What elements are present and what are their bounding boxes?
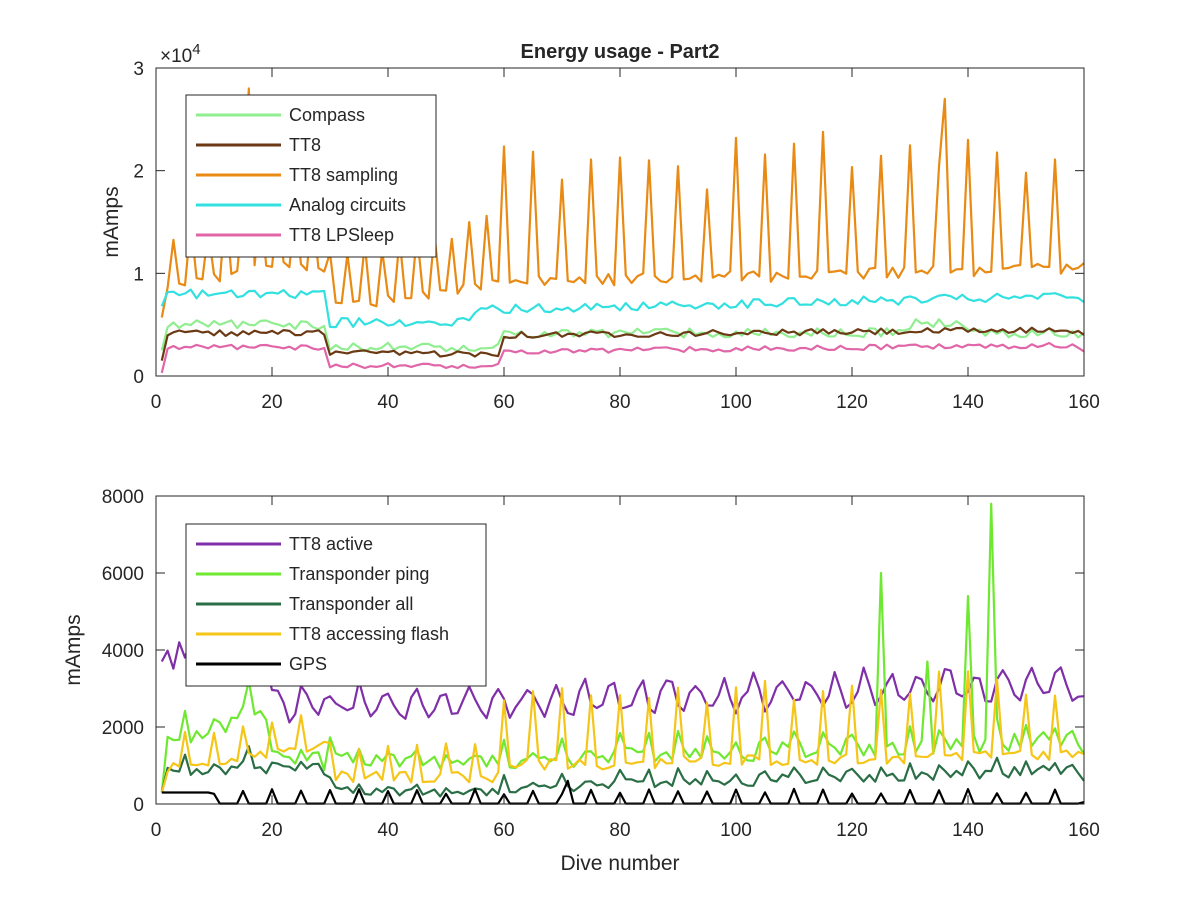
- x-tick-label: 60: [493, 820, 514, 841]
- legend-label-tt8: TT8: [289, 135, 321, 155]
- y-axis-label: mAmps: [62, 614, 85, 685]
- legend-label-analog-circuits: Analog circuits: [289, 195, 406, 215]
- legend-label-transponder-ping: Transponder ping: [289, 564, 429, 584]
- bottom-panel: 0 20 40 60 80 100 120 140 160 0 2000 4000 6000 8000 mA…: [62, 487, 1100, 875]
- top-panel: 0 20 40 60 80 100 120 140 1600123×104mAmpsCompas…: [100, 41, 1100, 413]
- y-tick-label: 2000: [102, 718, 144, 739]
- x-tick-label: 0: [151, 820, 162, 841]
- y-tick-label: 2: [133, 162, 144, 183]
- y-tick-label: 6000: [102, 564, 144, 585]
- x-axis-label: Dive number: [560, 852, 679, 875]
- series-line-tt8-accessing-flash: [160, 670, 1085, 793]
- x-tick-label: 80: [609, 392, 630, 413]
- x-tick-label: 160: [1068, 392, 1100, 413]
- legend-label-tt8-lpsleep: TT8 LPSleep: [289, 225, 394, 245]
- x-tick-label: 40: [377, 392, 398, 413]
- x-tick-label: 120: [836, 820, 868, 841]
- y-tick-label: 0: [133, 795, 144, 816]
- legend-label-tt8-accessing-flash: TT8 accessing flash: [289, 624, 449, 644]
- x-tick-label: 20: [261, 392, 282, 413]
- x-tick-label: 40: [377, 820, 398, 841]
- x-tick-label: 140: [952, 820, 984, 841]
- legend-label-transponder-all: Transponder all: [289, 594, 413, 614]
- legend: Compass TT8 TT8 sampling Analog circuits TT8…: [185, 94, 437, 258]
- legend-label-compass: Compass: [289, 105, 365, 125]
- y-exponent-power: 4: [192, 41, 200, 58]
- y-tick-label: 1: [133, 264, 144, 285]
- legend-label-gps: GPS: [289, 654, 327, 674]
- y-tick-label: 3: [133, 59, 144, 80]
- chart-title: Energy usage - Part2: [521, 41, 720, 63]
- series-line-compass: [160, 318, 1085, 353]
- series-line-analog-circuits: [160, 288, 1085, 329]
- x-tick-label: 140: [952, 392, 984, 413]
- x-tick-label: 100: [720, 820, 752, 841]
- x-tick-label: 160: [1068, 820, 1100, 841]
- x-tick-label: 120: [836, 392, 868, 413]
- y-axis-label: mAmps: [100, 186, 123, 257]
- series-line-transponder-all: [160, 745, 1085, 798]
- legend-label-tt8-active: TT8 active: [289, 534, 373, 554]
- x-tick-label: 60: [493, 392, 514, 413]
- x-tick-label: 20: [261, 820, 282, 841]
- x-tick-label: 0: [151, 392, 162, 413]
- y-tick-label: 4000: [102, 641, 144, 662]
- y-tick-label: 0: [133, 367, 144, 388]
- x-tick-label: 80: [609, 820, 630, 841]
- series-line-tt8-lpsleep: [160, 341, 1085, 374]
- x-tick-label: 100: [720, 392, 752, 413]
- legend: TT8 active Transponder ping Transponder al…: [185, 523, 487, 687]
- y-tick-label: 8000: [102, 487, 144, 508]
- series-line-tt8: [160, 326, 1085, 361]
- legend-label-tt8-sampling: TT8 sampling: [289, 165, 398, 185]
